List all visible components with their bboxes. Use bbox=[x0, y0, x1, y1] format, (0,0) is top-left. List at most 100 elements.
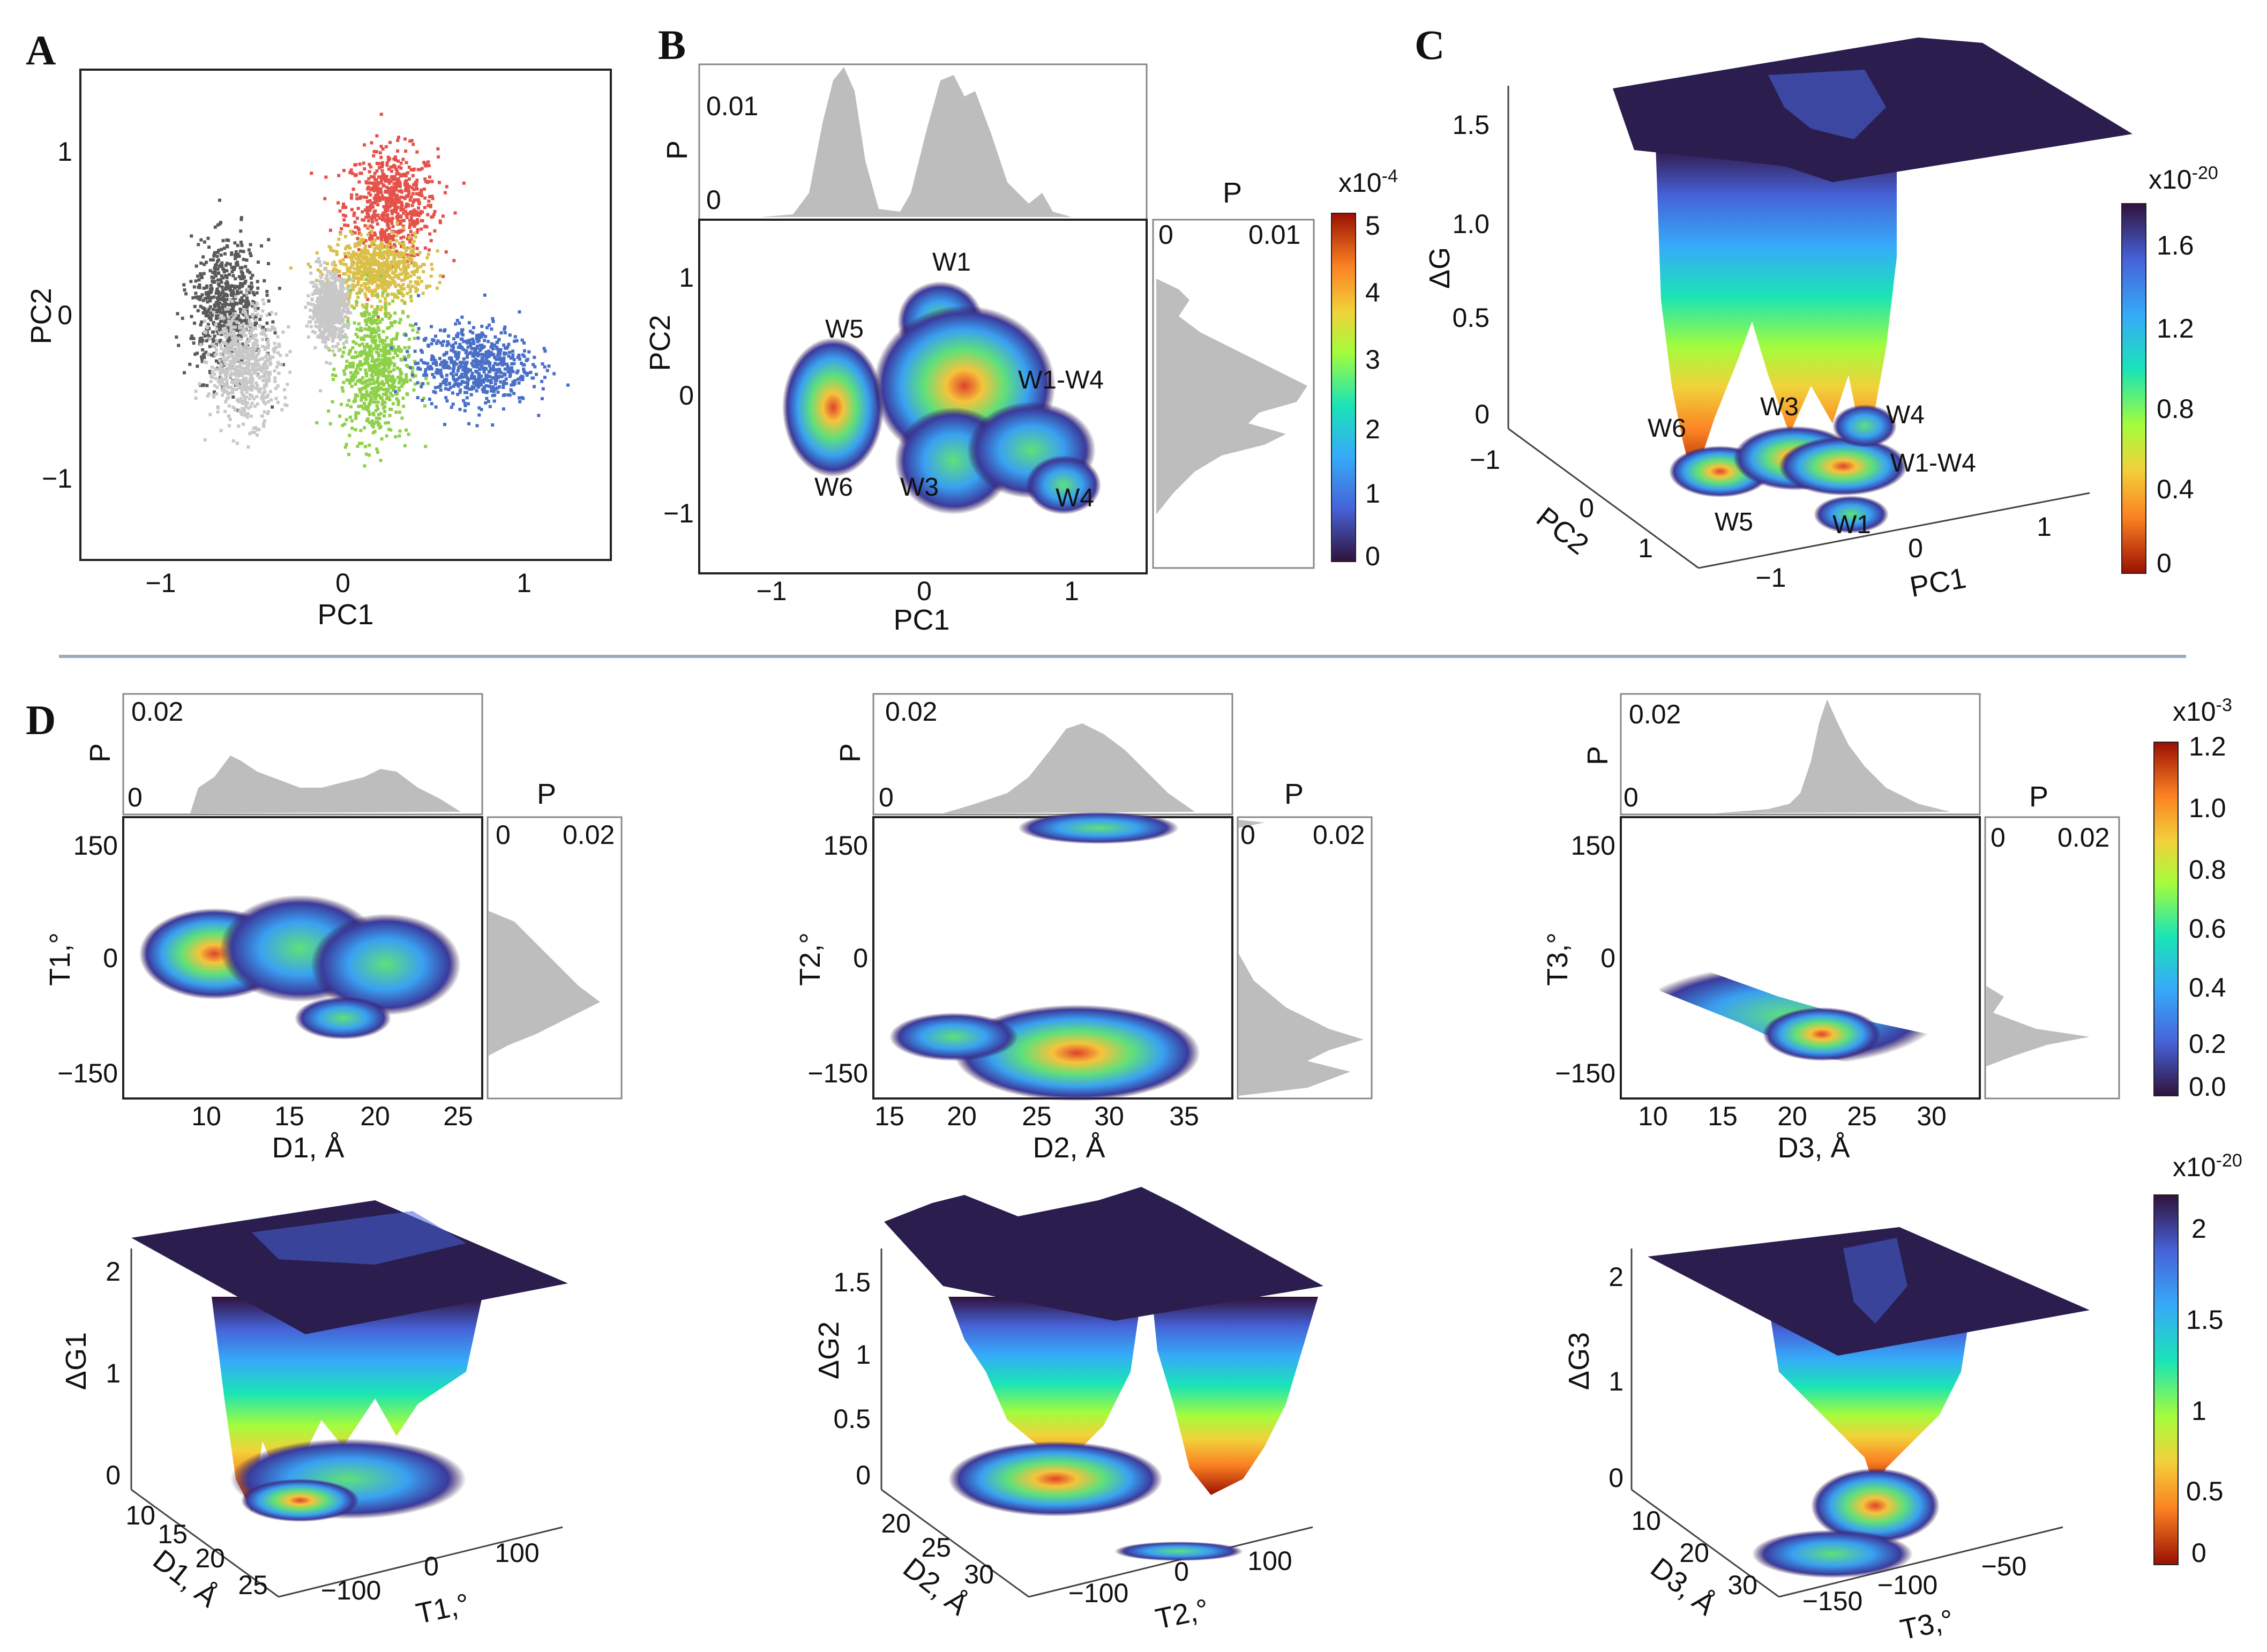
panel-a-point bbox=[502, 383, 505, 386]
panel-a-point bbox=[197, 278, 201, 282]
panel-a-point bbox=[365, 357, 369, 361]
panel-a-point bbox=[205, 361, 208, 364]
panel-a-point bbox=[222, 270, 226, 274]
panel-a-point bbox=[416, 211, 420, 215]
panel-a-point bbox=[522, 367, 526, 371]
panel-a-point bbox=[364, 215, 368, 219]
panel-a-point bbox=[499, 348, 503, 352]
panel-a-point bbox=[205, 384, 209, 387]
panel-a-point bbox=[348, 296, 351, 299]
panel-a-point bbox=[313, 291, 316, 295]
panel-a-point bbox=[391, 278, 394, 282]
panel-a-point bbox=[247, 358, 251, 362]
panel-a-point bbox=[223, 371, 227, 375]
panel-a-point bbox=[393, 155, 397, 159]
panel-a-point bbox=[401, 311, 405, 315]
panel-d2-ytick: 0 bbox=[853, 943, 868, 973]
panel-a-point bbox=[343, 214, 347, 218]
panel-a-point bbox=[231, 439, 235, 443]
panel-a-point bbox=[516, 369, 520, 373]
panel-a-point bbox=[232, 331, 236, 334]
panel-a-point bbox=[326, 310, 330, 314]
panel-a-point bbox=[362, 251, 365, 255]
panel-a-point bbox=[382, 383, 386, 387]
panel-a-point bbox=[402, 245, 406, 249]
panel-a-point bbox=[362, 338, 366, 341]
panel-a-point bbox=[234, 340, 238, 343]
panel-a-point bbox=[375, 150, 378, 154]
panel-a-point bbox=[381, 354, 384, 357]
panel-a-point bbox=[381, 263, 385, 267]
panel-a-point bbox=[496, 348, 500, 352]
panel-a-point bbox=[360, 336, 364, 340]
panel-a-point bbox=[341, 423, 345, 427]
panel-a-point bbox=[363, 314, 367, 318]
panel-a-point bbox=[236, 289, 240, 293]
panel-a-point bbox=[438, 357, 442, 360]
panel-a-point bbox=[429, 274, 433, 278]
panel-a-point bbox=[219, 278, 222, 281]
panel-a-point bbox=[351, 250, 355, 254]
panel-a-point bbox=[263, 360, 267, 364]
panel-a-point bbox=[221, 276, 225, 280]
panel-a-point bbox=[492, 376, 496, 380]
panel-a-point bbox=[348, 349, 351, 353]
panel-a-point bbox=[387, 218, 391, 222]
panel-a-point bbox=[424, 368, 428, 371]
panel-a-point bbox=[414, 184, 418, 188]
panel-a-point bbox=[339, 259, 342, 263]
panel-a-point bbox=[228, 308, 232, 312]
panel-a-point bbox=[463, 367, 467, 371]
panel-a-point bbox=[211, 342, 214, 346]
panel-a-point bbox=[252, 371, 256, 375]
panel-a-point bbox=[224, 309, 228, 313]
panel-a-point bbox=[371, 226, 375, 229]
panel-a-point bbox=[411, 174, 415, 177]
panel-a-point bbox=[406, 237, 409, 241]
panel-a-point bbox=[408, 290, 412, 294]
panel-a-point bbox=[341, 325, 345, 329]
panel-b-ytick: 0 bbox=[679, 380, 694, 410]
panel-a-point bbox=[373, 233, 377, 237]
panel-a-point bbox=[253, 301, 257, 305]
panel-a-point bbox=[396, 345, 400, 349]
panel-a-point bbox=[404, 210, 408, 213]
panel-a-point bbox=[465, 339, 469, 343]
panel-a-point bbox=[391, 402, 395, 406]
panel-a-point bbox=[369, 263, 373, 266]
panel-a-point bbox=[373, 171, 377, 175]
panel-a-point bbox=[331, 345, 335, 348]
panel-a-point bbox=[423, 225, 427, 228]
panel-a-point bbox=[322, 304, 326, 308]
panel-a-point bbox=[244, 310, 247, 314]
panel-d3-xtick: 15 bbox=[1708, 1101, 1738, 1131]
panel-a-point bbox=[368, 236, 372, 240]
panel-d2s-xtick: 100 bbox=[1247, 1546, 1292, 1576]
panel-a-point bbox=[321, 337, 325, 340]
panel-a-point bbox=[484, 357, 488, 361]
panel-a-point bbox=[266, 328, 270, 332]
panel-d3-ytick: 0 bbox=[1600, 943, 1615, 973]
panel-a-point bbox=[289, 266, 293, 270]
panel-a-point bbox=[334, 285, 338, 288]
panel-d1s-ytick: 20 bbox=[195, 1543, 225, 1573]
panel-a-point bbox=[378, 166, 381, 170]
panel-a-point bbox=[445, 379, 448, 383]
panel-a-point bbox=[324, 287, 327, 290]
panel-a-point bbox=[388, 252, 392, 256]
panel-a-point bbox=[239, 326, 243, 330]
panel-a-point bbox=[318, 335, 322, 339]
panel-a-point bbox=[259, 357, 263, 361]
panel-a-point bbox=[422, 361, 425, 364]
panel-d1s-zlabel: ΔG1 bbox=[60, 1332, 92, 1390]
panel-a-point bbox=[241, 310, 245, 314]
panel-a-point bbox=[248, 331, 251, 334]
panel-a-point bbox=[251, 300, 255, 303]
panel-a-point bbox=[467, 402, 470, 406]
panel-a-point bbox=[368, 378, 372, 382]
panel-a-point bbox=[407, 355, 410, 358]
panel-a-point bbox=[343, 294, 346, 297]
panel-a-point bbox=[543, 349, 547, 353]
panel-a-point bbox=[194, 264, 198, 268]
panel-a-point bbox=[350, 253, 354, 257]
